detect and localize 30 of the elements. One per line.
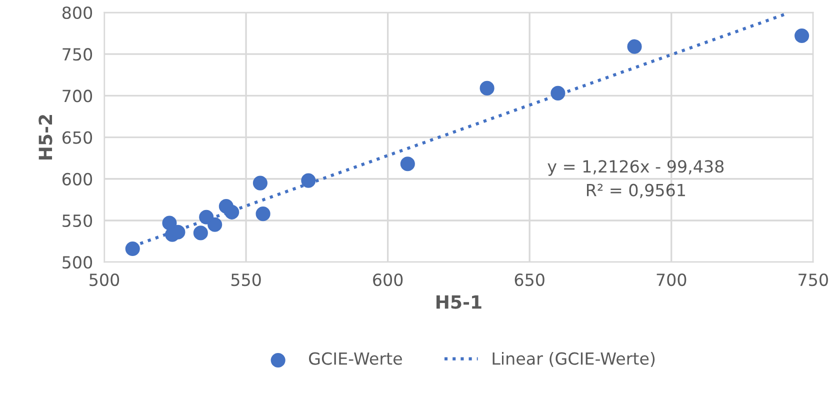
y-tick-label: 600 bbox=[62, 172, 92, 186]
y-axis-title: H5-2 bbox=[38, 114, 52, 160]
point bbox=[208, 217, 222, 232]
x-tick-label: 600 bbox=[373, 273, 403, 286]
point bbox=[193, 226, 208, 240]
x-tick-label: 700 bbox=[656, 273, 686, 286]
y-tick-label: 500 bbox=[62, 256, 92, 269]
x-tick-label: 550 bbox=[231, 273, 261, 286]
y-tick-label: 750 bbox=[62, 48, 92, 61]
annotation: y = 1,2126x - 99,438 R² = 0,9561 bbox=[548, 160, 724, 198]
point bbox=[550, 86, 566, 100]
y-tick-label: 650 bbox=[62, 131, 92, 144]
x-tick-label: 750 bbox=[798, 273, 828, 286]
point bbox=[794, 28, 810, 44]
y-tick-label: 550 bbox=[62, 214, 92, 228]
point bbox=[400, 156, 415, 172]
point bbox=[252, 176, 268, 190]
legend-label: GCIE-Werte bbox=[309, 352, 402, 365]
point bbox=[480, 80, 494, 96]
legend-label: Linear (GCIE-Werte) bbox=[492, 352, 655, 367]
point bbox=[256, 206, 270, 222]
x-axis-title: H5-1 bbox=[436, 295, 482, 309]
point bbox=[627, 39, 642, 54]
point bbox=[125, 241, 140, 256]
y-tick-label: 800 bbox=[62, 6, 92, 20]
x-tick-label: 500 bbox=[90, 273, 120, 286]
point bbox=[301, 173, 316, 188]
x-tick-label: 650 bbox=[514, 273, 544, 286]
point bbox=[224, 204, 240, 220]
y-tick-label: 700 bbox=[62, 90, 92, 102]
